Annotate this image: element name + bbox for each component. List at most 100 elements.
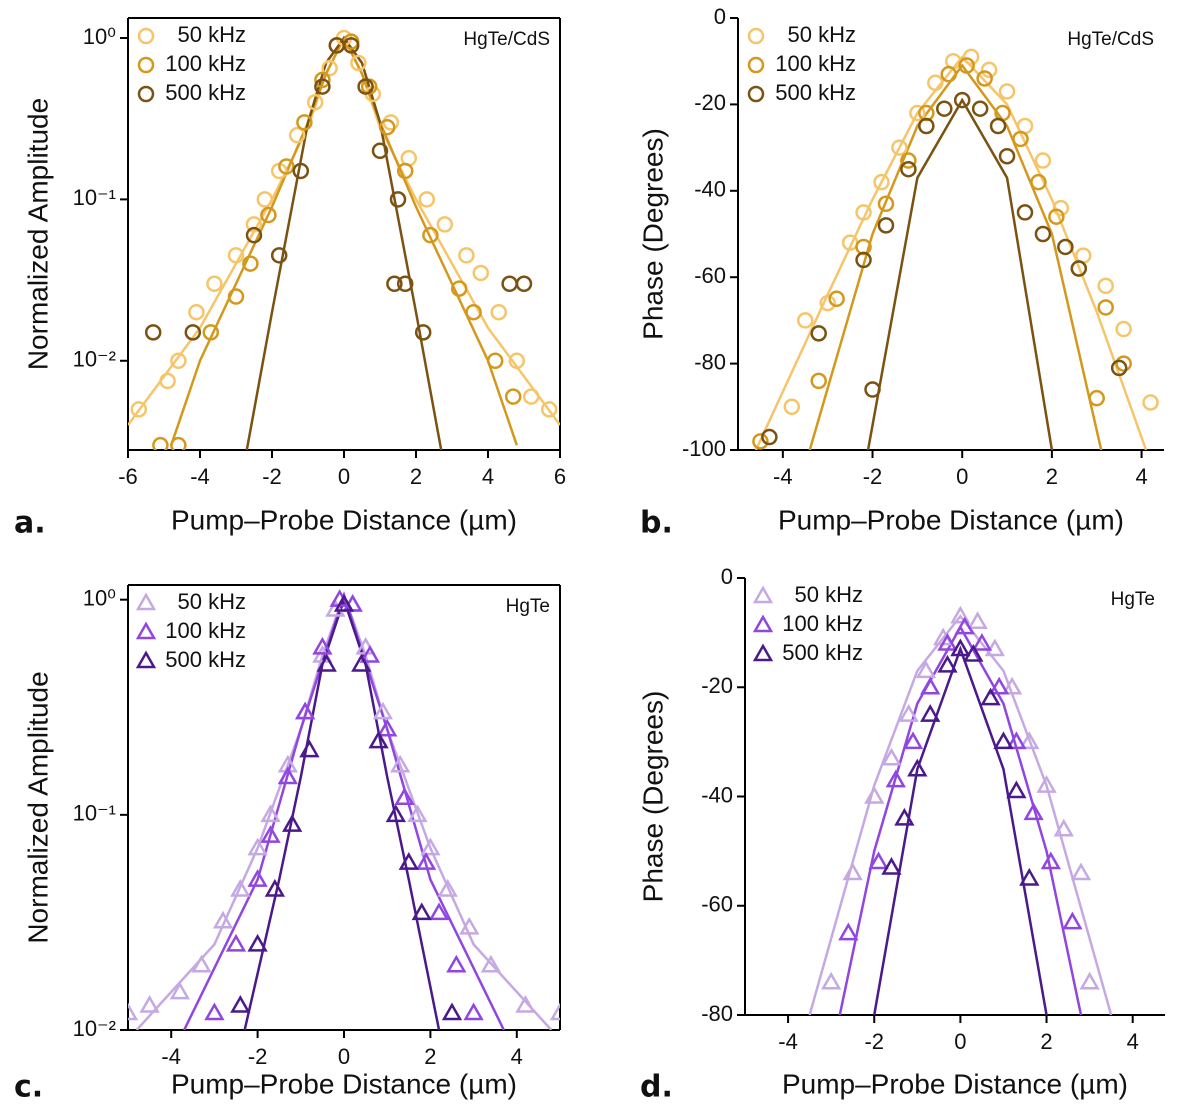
data-point xyxy=(390,754,411,773)
data-point xyxy=(828,290,845,308)
data-point xyxy=(1001,676,1023,695)
data-point xyxy=(1006,780,1027,799)
y-axis-title: Phase (Degrees) xyxy=(637,128,668,340)
data-point xyxy=(984,638,1006,657)
data-point xyxy=(212,910,234,929)
data-point xyxy=(486,352,504,370)
data-point xyxy=(909,104,926,122)
data-point xyxy=(277,766,298,785)
y-tick-label: -40 xyxy=(694,177,726,202)
data-point xyxy=(1052,199,1070,217)
data-point xyxy=(1110,359,1128,377)
data-point xyxy=(752,433,769,450)
data-point xyxy=(342,37,360,54)
data-point xyxy=(936,100,953,117)
legend-marker xyxy=(752,614,774,633)
x-tick-label: 4 xyxy=(511,1044,523,1069)
data-point xyxy=(299,739,320,758)
y-tick-label: 0 xyxy=(721,564,733,589)
legend-marker xyxy=(135,592,157,611)
data-point xyxy=(312,636,333,655)
data-point xyxy=(915,660,937,679)
plot-area xyxy=(808,605,1113,1015)
x-tick-label: 4 xyxy=(1127,1029,1139,1054)
x-axis-title: Pump–Probe Distance (µm) xyxy=(782,1068,1128,1099)
data-point xyxy=(877,217,895,234)
data-point xyxy=(515,275,533,293)
data-point xyxy=(907,758,928,777)
x-tick-label: 4 xyxy=(482,464,494,489)
data-point xyxy=(950,638,971,657)
data-point xyxy=(245,226,263,244)
y-axis-title: Normalized Amplitude xyxy=(22,98,53,370)
data-point xyxy=(282,814,303,832)
data-point xyxy=(188,303,205,321)
data-point xyxy=(325,598,346,617)
fit-line xyxy=(866,97,1054,450)
panel-label: a. xyxy=(14,506,46,541)
data-point xyxy=(1097,299,1114,316)
data-point xyxy=(522,388,540,405)
data-point xyxy=(314,71,331,89)
data-point xyxy=(855,204,872,221)
data-point xyxy=(1053,818,1074,837)
legend-marker xyxy=(135,650,157,669)
data-point xyxy=(549,1002,560,1021)
y-tick-label: 10⁻¹ xyxy=(73,801,116,826)
data-point xyxy=(264,878,286,897)
data-point xyxy=(230,878,251,897)
data-point xyxy=(1070,862,1092,881)
data-point xyxy=(1062,911,1083,930)
x-tick-label: 0 xyxy=(338,464,350,489)
x-axis-title: Pump–Probe Distance (µm) xyxy=(171,1068,517,1099)
data-point xyxy=(204,1002,225,1021)
data-point xyxy=(227,247,245,264)
legend-label: 100 kHz xyxy=(165,618,246,643)
data-point xyxy=(321,59,338,77)
y-tick-label: -60 xyxy=(694,263,726,288)
data-point xyxy=(864,381,881,398)
data-point xyxy=(386,275,403,293)
data-point xyxy=(247,837,268,856)
fit-line xyxy=(808,63,1103,450)
data-point xyxy=(920,704,941,722)
legend-marker xyxy=(137,85,155,103)
data-point xyxy=(873,173,890,191)
data-point xyxy=(422,226,439,244)
data-point xyxy=(396,275,414,293)
data-point xyxy=(810,325,827,342)
x-tick-label: 0 xyxy=(956,464,968,489)
data-point xyxy=(139,994,160,1013)
x-tick-label: -6 xyxy=(118,464,138,489)
data-point xyxy=(227,288,245,305)
legend-label: 50 kHz xyxy=(178,22,246,47)
data-point xyxy=(820,971,842,990)
data-point xyxy=(508,352,526,370)
data-point xyxy=(819,294,836,312)
data-point xyxy=(377,718,398,737)
y-tick-label: -40 xyxy=(701,782,733,807)
data-point xyxy=(144,324,162,341)
data-point xyxy=(810,372,827,390)
data-point xyxy=(881,856,902,875)
panel: -6 -4 -2 0 2 4 6 10⁻² 10⁻¹ 10⁰ Pump–Probe Distance… xyxy=(14,17,566,541)
data-point xyxy=(242,255,259,272)
data-point xyxy=(351,653,372,672)
data-point xyxy=(206,275,223,293)
data-point xyxy=(868,851,889,870)
panel-label: c. xyxy=(14,1070,43,1105)
x-tick-label: 0 xyxy=(338,1044,350,1069)
data-point xyxy=(515,994,536,1013)
data-point xyxy=(1070,260,1088,277)
data-point xyxy=(437,878,458,897)
fit-line xyxy=(245,35,443,450)
data-point xyxy=(306,93,324,111)
y-tick-label: -100 xyxy=(682,436,726,461)
data-point xyxy=(130,401,148,418)
data-point xyxy=(191,954,212,973)
data-point xyxy=(783,398,801,416)
fit-line xyxy=(838,624,1083,1015)
data-point xyxy=(1019,731,1040,750)
data-point xyxy=(359,645,381,663)
